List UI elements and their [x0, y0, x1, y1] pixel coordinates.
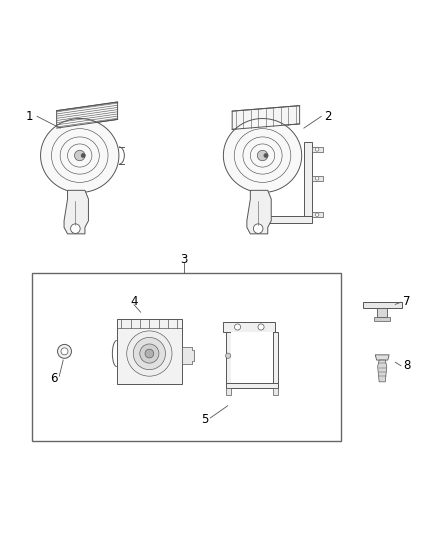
Polygon shape [64, 190, 88, 234]
Circle shape [133, 337, 166, 370]
Circle shape [127, 331, 172, 376]
Polygon shape [272, 389, 278, 395]
Polygon shape [258, 216, 312, 223]
Circle shape [71, 224, 80, 233]
Text: 7: 7 [403, 295, 411, 308]
Circle shape [258, 324, 264, 330]
Polygon shape [375, 355, 389, 360]
Polygon shape [223, 118, 302, 192]
Circle shape [315, 148, 319, 151]
Polygon shape [182, 347, 194, 365]
Polygon shape [312, 147, 322, 152]
Circle shape [140, 344, 159, 363]
Polygon shape [374, 318, 390, 321]
Circle shape [226, 353, 231, 358]
Polygon shape [378, 360, 387, 382]
Circle shape [57, 344, 71, 358]
Polygon shape [226, 389, 231, 395]
Polygon shape [304, 142, 312, 216]
Polygon shape [226, 332, 231, 389]
Circle shape [145, 349, 154, 358]
Bar [32, 273, 341, 441]
Polygon shape [312, 212, 322, 217]
Circle shape [61, 348, 68, 355]
Circle shape [315, 213, 319, 216]
Polygon shape [312, 176, 322, 181]
Circle shape [315, 176, 319, 180]
Polygon shape [57, 102, 117, 128]
Text: 5: 5 [201, 413, 209, 426]
Polygon shape [272, 332, 278, 389]
Circle shape [257, 150, 268, 161]
Polygon shape [377, 308, 388, 318]
Circle shape [74, 150, 85, 161]
Text: 6: 6 [50, 372, 57, 385]
Polygon shape [226, 383, 278, 389]
Polygon shape [232, 106, 300, 130]
Circle shape [253, 224, 263, 233]
Circle shape [234, 324, 240, 330]
Polygon shape [223, 322, 275, 332]
Polygon shape [363, 302, 402, 308]
Polygon shape [231, 332, 272, 383]
FancyBboxPatch shape [117, 319, 182, 384]
Polygon shape [41, 118, 119, 192]
Circle shape [81, 154, 85, 158]
Text: 4: 4 [131, 295, 138, 308]
Text: 1: 1 [26, 110, 33, 123]
Text: 3: 3 [180, 254, 188, 266]
Circle shape [264, 154, 268, 158]
Text: 2: 2 [324, 110, 332, 123]
Polygon shape [247, 190, 271, 234]
Text: 8: 8 [403, 359, 411, 372]
